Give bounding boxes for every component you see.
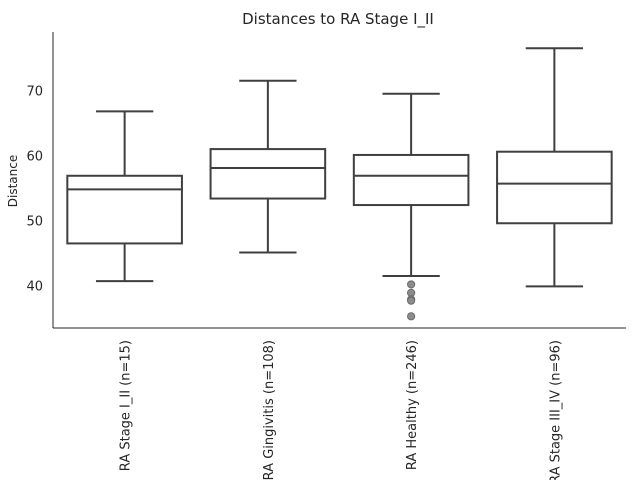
- box-iqr: [209, 148, 327, 200]
- y-axis-label: Distance: [6, 155, 20, 207]
- y-tick-label: 70: [26, 85, 43, 100]
- x-tick-label: RA Gingivitis (n=108): [262, 340, 277, 480]
- box-iqr: [66, 174, 183, 245]
- outlier-point: [407, 312, 416, 321]
- y-tick-label: 40: [26, 280, 43, 295]
- box-iqr: [496, 150, 613, 225]
- x-tick-label: RA Stage III_IV (n=96): [548, 340, 563, 480]
- x-tick-label: RA Stage I_II (n=15): [119, 340, 134, 471]
- y-tick-label: 50: [26, 215, 43, 230]
- box-iqr: [352, 153, 470, 207]
- outlier-point: [407, 296, 416, 305]
- x-tick-label: RA Healthy (n=246): [405, 340, 420, 470]
- outlier-point: [407, 280, 416, 289]
- y-tick-label: 60: [26, 150, 43, 165]
- chart-title: Distances to RA Stage I_II: [242, 10, 434, 29]
- plot-area: 40 50 60 70 RA Stage I_II (n=15) RA Gingiviti…: [26, 32, 626, 480]
